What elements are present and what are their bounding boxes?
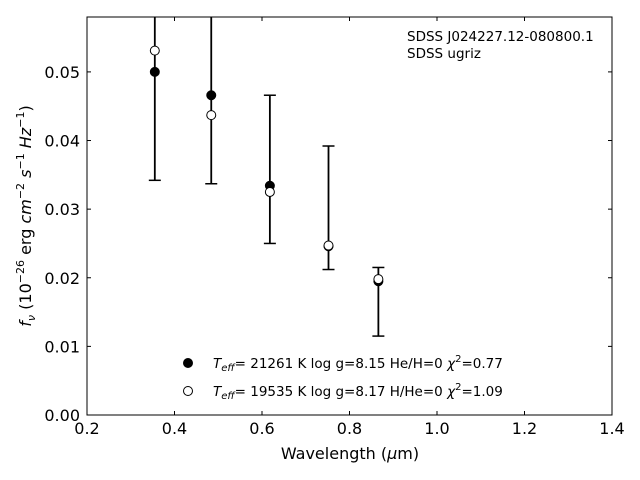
annotation-object-name: SDSS J024227.12-080800.1 (407, 29, 594, 45)
y-tick-label: 0.03 (44, 200, 80, 219)
legend-entry-model-2: Teff= 19535 K log g=8.17 H/He=0 χ2=1.09 (213, 382, 503, 402)
x-tick-label: 1.4 (599, 419, 624, 438)
y-tick-label: 0.01 (44, 337, 80, 356)
x-tick-label: 0.4 (162, 419, 187, 438)
point-model-1 (149, 66, 160, 77)
plot-content (148, 17, 385, 337)
annotation: SDSS J024227.12-080800.1 SDSS ugriz (407, 29, 594, 62)
y-tick-label: 0.02 (44, 269, 80, 288)
legend: Teff= 21261 K log g=8.15 He/H=0 χ2=0.77 … (183, 354, 503, 402)
legend-marker-open (183, 386, 193, 396)
annotation-filter-set: SDSS ugriz (407, 46, 481, 62)
legend-marker-filled (183, 358, 193, 368)
point-model-2 (206, 110, 217, 121)
legend-entry-model-1: Teff= 21261 K log g=8.15 He/H=0 χ2=0.77 (213, 354, 503, 374)
x-axis-label: Wavelength (μm) (281, 444, 419, 463)
y-tick-label: 0.04 (44, 132, 80, 151)
x-tick-label: 0.8 (337, 419, 362, 438)
point-model-2 (323, 240, 334, 251)
x-tick-label: 1.2 (512, 419, 537, 438)
y-tick-label: 0.00 (44, 406, 80, 425)
point-model-1 (206, 90, 217, 101)
point-model-2 (373, 274, 384, 285)
y-tick-label: 0.05 (44, 63, 80, 82)
axes: 0.2 0.4 0.6 0.8 1.0 1.2 1.4 0.00 0.01 0.02 0.03 0.0… (44, 16, 625, 438)
x-tick-label: 1.0 (424, 419, 449, 438)
y-axis-label: fν (10−26 erg cm−2 s−1 Hz−1) (14, 105, 38, 326)
point-model-2 (149, 45, 160, 56)
point-model-2 (264, 186, 275, 197)
x-tick-label: 0.6 (249, 419, 274, 438)
x-tick-label: 0.2 (74, 419, 99, 438)
